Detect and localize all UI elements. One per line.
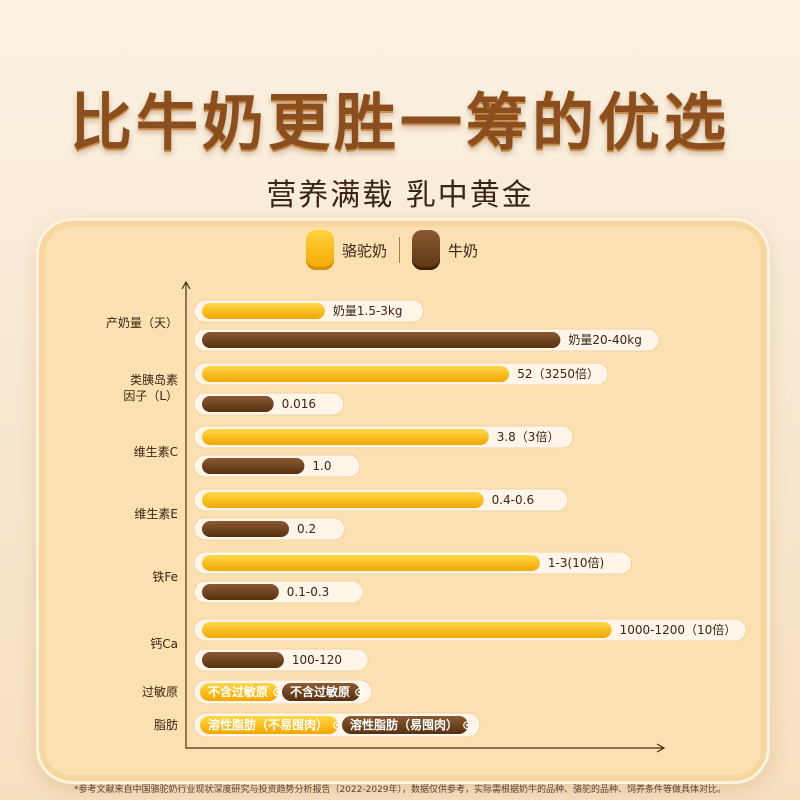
bar-value-label: 0.1-0.3 bbox=[287, 585, 330, 599]
bar-cow bbox=[202, 332, 561, 348]
bar-camel bbox=[202, 492, 484, 508]
category-label: 钙Ca bbox=[150, 637, 178, 651]
category-label: 维生素C bbox=[134, 445, 178, 459]
chart-axes bbox=[185, 282, 664, 749]
page-title: 比牛奶更胜一筹的优选 bbox=[69, 86, 730, 159]
bar-value-label: 100-120 bbox=[292, 653, 342, 667]
pill-camel-label: 不含过敏原 ⊙ bbox=[208, 684, 282, 699]
bar-value-label: 0.016 bbox=[282, 397, 316, 411]
pill-camel bbox=[200, 683, 278, 701]
x-axis-arrow bbox=[656, 743, 666, 753]
category-label: 维生素E bbox=[134, 507, 178, 521]
page-subtitle: 营养满载 乳中黄金 bbox=[266, 178, 534, 213]
pill-cow-label: 溶性脂肪（易囤肉） ⊙ bbox=[350, 717, 472, 732]
pill-cow bbox=[282, 683, 360, 701]
bar-value-label: 3.8（3倍） bbox=[497, 429, 560, 444]
bar-value-label: 0.2 bbox=[297, 522, 316, 536]
bar-cow bbox=[202, 458, 305, 474]
y-axis-arrow bbox=[181, 280, 191, 290]
bar-cow bbox=[202, 396, 274, 412]
bar-camel bbox=[202, 429, 489, 445]
pill-camel-label: 溶性脂肪（不易囤肉） ⊙ bbox=[208, 717, 342, 732]
pill-cow-label: 不含过敏原 ⊙ bbox=[290, 684, 364, 699]
legend-swatch-camel bbox=[306, 230, 334, 270]
chart-legend: 骆驼奶 牛奶 bbox=[306, 230, 478, 270]
category-label: 铁Fe bbox=[152, 570, 178, 584]
pill-camel bbox=[200, 716, 338, 734]
category-label: 过敏原 bbox=[142, 684, 178, 699]
bar-camel bbox=[202, 555, 540, 571]
bar-camel bbox=[202, 622, 612, 638]
bar-value-label: 1000-1200（10倍） bbox=[620, 622, 737, 637]
pill-cow bbox=[342, 716, 468, 734]
bar-value-label: 1-3(10倍) bbox=[548, 555, 604, 570]
bar-value-label: 奶量20-40kg bbox=[568, 333, 641, 347]
bar-value-label: 奶量1.5-3kg bbox=[333, 304, 403, 318]
legend-label-camel: 骆驼奶 bbox=[342, 241, 388, 260]
legend-divider bbox=[399, 237, 401, 263]
bar-cow bbox=[202, 584, 279, 600]
legend-label-cow: 牛奶 bbox=[448, 241, 479, 260]
bar-camel bbox=[202, 303, 325, 319]
bar-cow bbox=[202, 652, 284, 668]
category-label: 产奶量（天） bbox=[106, 316, 178, 330]
bar-camel bbox=[202, 366, 510, 382]
category-label: 类胰岛素因子（L） bbox=[123, 372, 178, 403]
category-label: 脂肪 bbox=[154, 717, 178, 732]
footnote: *参考文献来自中国骆驼奶行业现状深度研究与投资趋势分析报告（2022-2029年… bbox=[73, 785, 727, 795]
bar-value-label: 52（3250倍） bbox=[517, 366, 599, 381]
bar-value-label: 1.0 bbox=[312, 459, 331, 473]
bar-cow bbox=[202, 521, 290, 537]
legend-swatch-cow bbox=[412, 230, 441, 270]
bar-value-label: 0.4-0.6 bbox=[492, 493, 534, 507]
